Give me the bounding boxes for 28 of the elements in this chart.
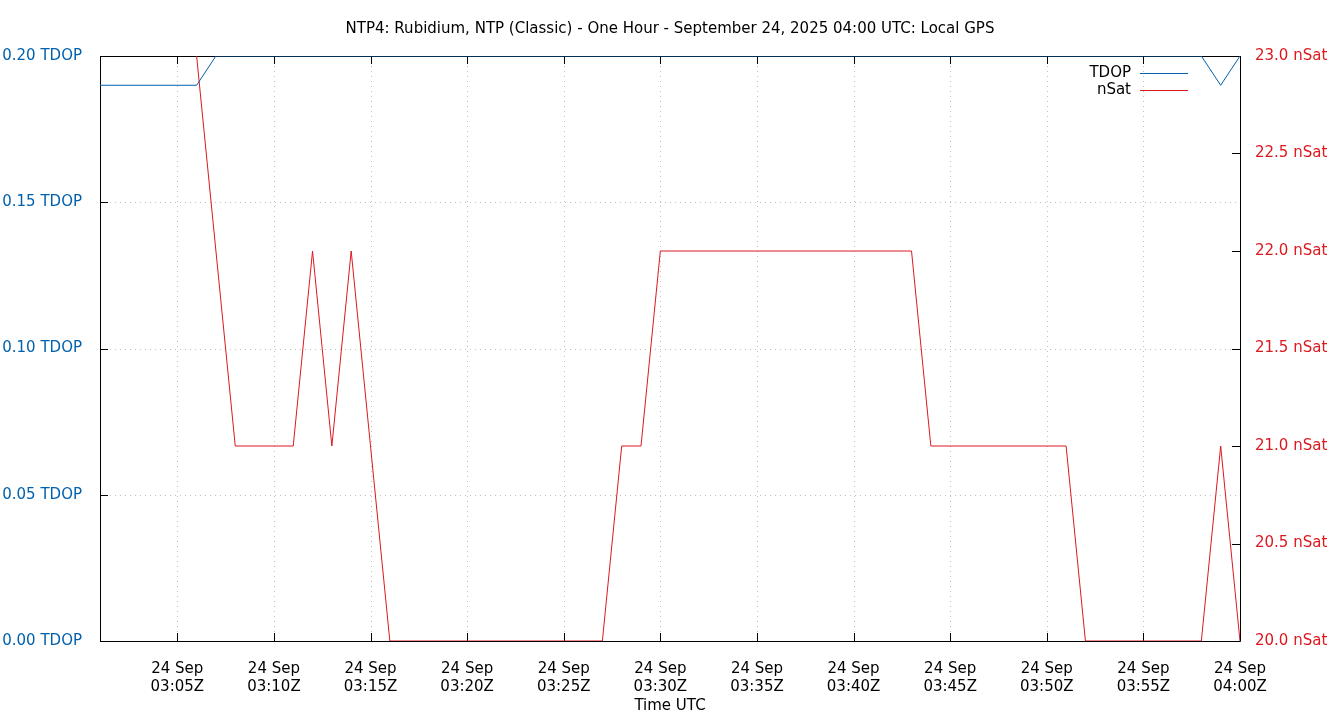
x-tick-label: 24 Sep 03:50Z	[1020, 658, 1074, 695]
x-axis-title: Time UTC	[633, 695, 706, 714]
y-tick-label: 0.05 TDOP	[2, 484, 82, 503]
legend-label: nSat	[1096, 79, 1132, 98]
x-tick-label: 24 Sep 03:05Z	[150, 658, 205, 695]
x-tick-label: 24 Sep 03:10Z	[247, 658, 301, 695]
x-tick-label: 24 Sep 03:30Z	[633, 658, 688, 695]
x-tick-label: 24 Sep 03:40Z	[826, 658, 881, 695]
x-tick-label: 24 Sep 04:00Z	[1213, 658, 1267, 695]
x-tick-label: 24 Sep 03:20Z	[440, 658, 494, 695]
x-tick-label: 24 Sep 03:45Z	[923, 658, 977, 695]
y-tick-label: 0.20 TDOP	[2, 45, 82, 64]
y2-tick-label: 21.5 nSat	[1255, 338, 1328, 357]
x-tick-label: 24 Sep 03:55Z	[1116, 658, 1171, 695]
legend-label: TDOP	[1088, 62, 1131, 81]
y2-tick-label: 23.0 nSat	[1255, 45, 1328, 64]
chart-title: NTP4: Rubidium, NTP (Classic) - One Hour - September 24, 2025 04:00 UTC: Local GPS	[345, 18, 995, 37]
y2-tick-label: 22.5 nSat	[1255, 143, 1328, 162]
x-tick-label: 24 Sep 03:35Z	[730, 658, 784, 695]
y2-tick-label: 22.0 nSat	[1255, 240, 1328, 259]
y-tick-label: 0.10 TDOP	[2, 338, 82, 357]
y2-tick-label: 20.5 nSat	[1255, 533, 1328, 552]
y-tick-label: 0.15 TDOP	[2, 192, 82, 211]
y2-tick-label: 21.0 nSat	[1255, 435, 1328, 454]
y-tick-label: 0.00 TDOP	[2, 630, 82, 649]
x-tick-label: 24 Sep 03:25Z	[536, 658, 591, 695]
x-tick-label: 24 Sep 03:15Z	[343, 658, 398, 695]
y2-tick-label: 20.0 nSat	[1255, 630, 1328, 649]
